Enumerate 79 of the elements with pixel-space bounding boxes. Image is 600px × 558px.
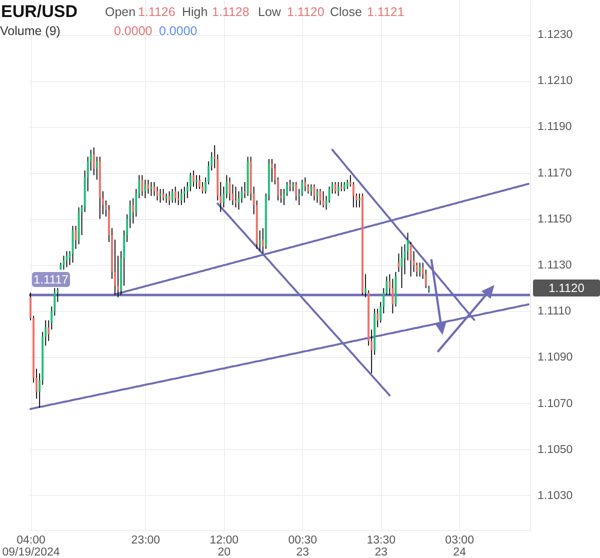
candlestick xyxy=(418,262,421,278)
x-tick-label: 23:00 xyxy=(131,534,160,546)
annotation: 1.1121 xyxy=(367,5,404,19)
candlestick xyxy=(400,246,403,289)
y-tick-label: 1.1150 xyxy=(538,213,572,226)
annotation: Volume (9) xyxy=(0,24,60,38)
candlestick xyxy=(198,174,201,190)
text: 1.1120 xyxy=(548,281,585,296)
candlestick xyxy=(162,188,164,201)
x-tick-label: 03:00 24 xyxy=(445,534,474,558)
y-tick-label: 1.1070 xyxy=(538,398,573,410)
y-tick-label: 1.1190 xyxy=(538,121,572,134)
candlestick xyxy=(228,176,231,201)
y-tick-label: 1.1210 xyxy=(538,75,573,88)
candlestick xyxy=(295,182,298,201)
y-tick-label: 1.1090 xyxy=(538,352,573,364)
candlestick xyxy=(358,193,360,208)
candlestick xyxy=(147,179,150,194)
candlestick xyxy=(346,179,348,190)
candlestick xyxy=(319,188,322,206)
annotation: 0.0000 xyxy=(159,24,198,38)
candlestick xyxy=(238,190,240,210)
y-tick-label: 1.1030 xyxy=(538,490,573,502)
candlestick xyxy=(337,182,340,196)
candlestick xyxy=(62,255,65,270)
candlestick xyxy=(340,182,342,192)
candlestick xyxy=(310,184,312,196)
candlestick xyxy=(132,198,134,224)
annotation: Close xyxy=(330,5,362,19)
candlestick xyxy=(177,190,180,206)
candlestick xyxy=(96,156,98,180)
y-tick-label: 1.1110 xyxy=(538,306,571,318)
annotation: 1.1126 xyxy=(138,5,176,19)
x-tick-label: 00:30 23 xyxy=(288,534,318,558)
candlestick xyxy=(72,225,74,264)
candlestick xyxy=(174,186,176,204)
candlestick xyxy=(168,190,170,206)
candlestick xyxy=(144,179,146,199)
candlestick xyxy=(141,174,144,196)
annotation: Low xyxy=(258,5,282,19)
candlestick xyxy=(304,176,306,192)
candlestick xyxy=(376,308,379,328)
candlestick xyxy=(392,278,394,314)
candlestick xyxy=(196,174,198,190)
candlestick xyxy=(262,228,264,254)
candlestick xyxy=(74,225,77,250)
candlestick xyxy=(159,188,162,204)
candlestick xyxy=(66,250,68,268)
annotation: 1.1128 xyxy=(212,5,250,19)
candlestick xyxy=(343,182,346,192)
x-tick-label: 12:00 20 xyxy=(210,534,239,558)
candlestick xyxy=(334,182,336,194)
candlestick xyxy=(171,188,174,204)
candlestick xyxy=(150,182,152,196)
candlestick xyxy=(192,170,194,188)
annotation: 0.0000 xyxy=(114,24,152,38)
candlestick xyxy=(313,184,316,201)
candlestick xyxy=(180,188,182,206)
y-tick-label: 1.1050 xyxy=(538,444,573,456)
candlestick xyxy=(234,186,237,208)
candlestick xyxy=(322,190,324,208)
y-tick-label: 1.1130 xyxy=(538,260,572,272)
x-tick-label: 13:30 23 xyxy=(366,534,396,558)
candlestick xyxy=(316,188,318,204)
candlestick xyxy=(92,146,95,176)
y-tick-label: 1.1170 xyxy=(538,167,572,180)
candlestick xyxy=(153,182,156,196)
candlestick xyxy=(270,158,273,183)
candlestick xyxy=(398,252,400,272)
chart-title: EUR/USD xyxy=(1,2,78,21)
annotation: High xyxy=(182,5,208,19)
candlestick xyxy=(68,250,71,266)
annotation: 1.1120 xyxy=(287,5,324,19)
y-tick-label: 1.1230 xyxy=(538,29,573,42)
ref-line-label: 1.1117 xyxy=(34,272,69,286)
x-tick-label: 04:00 09/19/2024 xyxy=(2,534,60,558)
annotation: Open xyxy=(105,5,136,19)
candlestick xyxy=(156,186,158,201)
candlestick xyxy=(258,230,261,252)
